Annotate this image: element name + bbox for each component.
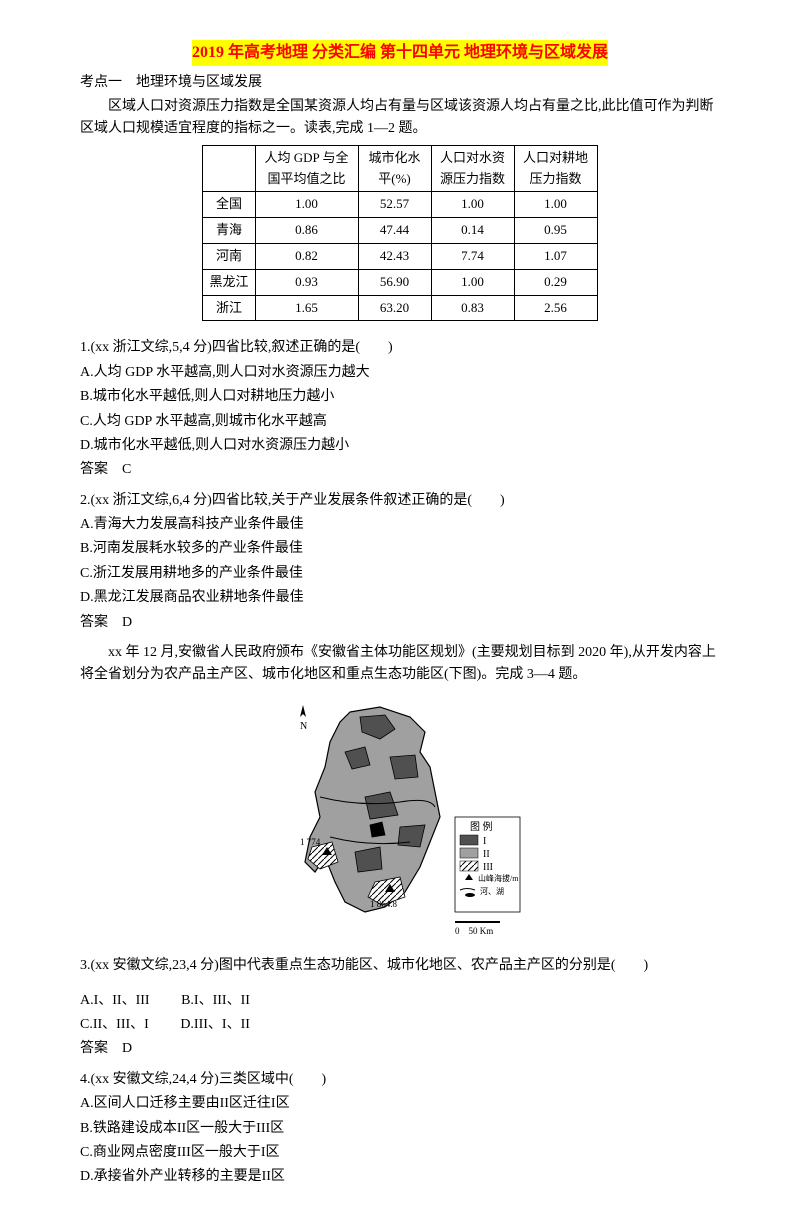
- q1-stem: 1.(xx 浙江文综,5,4 分)四省比较,叙述正确的是( ): [80, 337, 720, 359]
- table-header: 人口对水资源压力指数: [431, 145, 514, 192]
- q3-option-b: B.I、III、II: [181, 990, 250, 1012]
- q3-option-c: C.II、III、I: [80, 1014, 149, 1036]
- q1-option-d: D.城市化水平越低,则人口对水资源压力越小: [80, 435, 720, 457]
- table-cell: 浙江: [203, 295, 255, 321]
- table-cell: 0.95: [514, 218, 597, 244]
- title-container: 2019 年高考地理 分类汇编 第十四单元 地理环境与区域发展: [80, 40, 720, 70]
- q3-options-row1: A.I、II、III B.I、III、II: [80, 990, 720, 1012]
- q4-option-a: A.区间人口迁移主要由II区迁往I区: [80, 1093, 720, 1115]
- intro-paragraph: 区域人口对资源压力指数是全国某资源人均占有量与区域该资源人均占有量之比,此比值可…: [80, 96, 720, 141]
- table-cell: 52.57: [358, 192, 431, 218]
- region-central: [370, 822, 385, 837]
- legend-swatch-3: [460, 861, 478, 871]
- q1-option-b: B.城市化水平越低,则人口对耕地压力越小: [80, 386, 720, 408]
- table-cell: 全国: [203, 192, 255, 218]
- q2-stem: 2.(xx 浙江文综,6,4 分)四省比较,关于产业发展条件叙述正确的是( ): [80, 490, 720, 512]
- doc-title: 2019 年高考地理 分类汇编 第十四单元 地理环境与区域发展: [192, 40, 608, 66]
- anhui-map-svg: 1 774 1 864.8 N 图 例 I II III 山峰海拔/m 河、湖 …: [270, 697, 530, 937]
- map-figure: 1 774 1 864.8 N 图 例 I II III 山峰海拔/m 河、湖 …: [80, 697, 720, 945]
- table-cell: 1.65: [255, 295, 358, 321]
- section-heading: 考点一 地理环境与区域发展: [80, 72, 720, 94]
- table-cell: 0.14: [431, 218, 514, 244]
- q4-option-c: C.商业网点密度III区一般大于I区: [80, 1142, 720, 1164]
- north-arrow-icon: [300, 705, 306, 717]
- q3-options-row2: C.II、III、I D.III、I、II: [80, 1014, 720, 1036]
- q1-option-a: A.人均 GDP 水平越高,则人口对水资源压力越大: [80, 362, 720, 384]
- q3-option-d: D.III、I、II: [180, 1014, 250, 1036]
- table-row: 青海 0.86 47.44 0.14 0.95: [203, 218, 597, 244]
- table-cell: 0.86: [255, 218, 358, 244]
- q2-option-c: C.浙江发展用耕地多的产业条件最佳: [80, 563, 720, 585]
- q4-stem: 4.(xx 安徽文综,24,4 分)三类区域中( ): [80, 1069, 720, 1091]
- region-1-patch: [398, 825, 425, 847]
- table-row: 浙江 1.65 63.20 0.83 2.56: [203, 295, 597, 321]
- north-label: N: [300, 721, 307, 732]
- peak-label: 1 864.8: [370, 899, 398, 909]
- table-cell: 0.82: [255, 243, 358, 269]
- q2-option-a: A.青海大力发展高科技产业条件最佳: [80, 514, 720, 536]
- q2-option-b: B.河南发展耗水较多的产业条件最佳: [80, 538, 720, 560]
- table-header-row: 人均 GDP 与全国平均值之比 城市化水平(%) 人口对水资源压力指数 人口对耕…: [203, 145, 597, 192]
- region-1-patch: [390, 755, 418, 779]
- table-header: 人口对耕地压力指数: [514, 145, 597, 192]
- q3-stem: 3.(xx 安徽文综,23,4 分)图中代表重点生态功能区、城市化地区、农产品主…: [80, 955, 720, 977]
- q1-answer: 答案 C: [80, 459, 720, 481]
- scale-label: 0 50 Km: [455, 926, 493, 936]
- legend-peak-label: 山峰海拔/m: [478, 873, 519, 883]
- table-cell: 0.29: [514, 269, 597, 295]
- peak-label: 1 774: [300, 837, 321, 847]
- table-cell: 河南: [203, 243, 255, 269]
- table-header: [203, 145, 255, 192]
- legend-lake-icon: [465, 893, 475, 897]
- table-cell: 1.07: [514, 243, 597, 269]
- table-cell: 2.56: [514, 295, 597, 321]
- q2-answer: 答案 D: [80, 612, 720, 634]
- legend-swatch-2: [460, 848, 478, 858]
- q4-option-d: D.承接省外产业转移的主要是II区: [80, 1166, 720, 1188]
- table-row: 黑龙江 0.93 56.90 1.00 0.29: [203, 269, 597, 295]
- q2-option-d: D.黑龙江发展商品农业耕地条件最佳: [80, 587, 720, 609]
- legend-title: 图 例: [470, 820, 493, 833]
- table-row: 河南 0.82 42.43 7.74 1.07: [203, 243, 597, 269]
- q3-option-a: A.I、II、III: [80, 990, 150, 1012]
- table-cell: 1.00: [431, 269, 514, 295]
- q1-option-c: C.人均 GDP 水平越高,则城市化水平越高: [80, 411, 720, 433]
- table-cell: 1.00: [255, 192, 358, 218]
- legend-label-3: III: [483, 862, 493, 873]
- table-row: 全国 1.00 52.57 1.00 1.00: [203, 192, 597, 218]
- legend-label-2: II: [483, 849, 490, 860]
- table-cell: 0.93: [255, 269, 358, 295]
- q4-option-b: B.铁路建设成本II区一般大于III区: [80, 1118, 720, 1140]
- intro2-paragraph: xx 年 12 月,安徽省人民政府颁布《安徽省主体功能区规划》(主要规划目标到 …: [80, 642, 720, 687]
- table-cell: 青海: [203, 218, 255, 244]
- table-cell: 黑龙江: [203, 269, 255, 295]
- q3-answer: 答案 D: [80, 1038, 720, 1060]
- table-cell: 47.44: [358, 218, 431, 244]
- table-cell: 1.00: [431, 192, 514, 218]
- table-cell: 42.43: [358, 243, 431, 269]
- table-cell: 1.00: [514, 192, 597, 218]
- data-table: 人均 GDP 与全国平均值之比 城市化水平(%) 人口对水资源压力指数 人口对耕…: [202, 145, 597, 322]
- legend-swatch-1: [460, 835, 478, 845]
- table-cell: 7.74: [431, 243, 514, 269]
- table-header: 城市化水平(%): [358, 145, 431, 192]
- legend-label-1: I: [483, 836, 486, 847]
- table-cell: 56.90: [358, 269, 431, 295]
- table-cell: 63.20: [358, 295, 431, 321]
- table-header: 人均 GDP 与全国平均值之比: [255, 145, 358, 192]
- table-cell: 0.83: [431, 295, 514, 321]
- legend-river-label: 河、湖: [480, 886, 504, 896]
